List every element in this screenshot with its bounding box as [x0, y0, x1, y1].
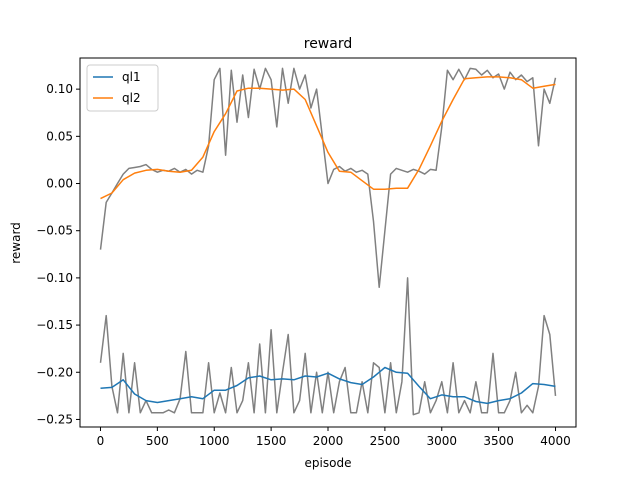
series-line-ql2 [100, 76, 556, 200]
x-axis-ticks: 0 500 1000 1500 2000 2500 3000 3500 4000 [97, 427, 571, 448]
y-tick-label: −0.25 [36, 412, 73, 426]
series-layer [99, 67, 557, 416]
legend-label-ql2: ql2 [122, 91, 141, 105]
x-tick-label: 3000 [426, 434, 457, 448]
chart-title: reward [304, 36, 353, 52]
legend: ql1 ql2 [86, 64, 159, 112]
x-tick-label: 1000 [199, 434, 230, 448]
x-tick-label: 500 [146, 434, 169, 448]
plot-area [79, 57, 577, 428]
x-tick-label: 3500 [483, 434, 514, 448]
y-axis-label: reward [9, 222, 23, 264]
y-tick-label: 0.00 [46, 177, 73, 191]
x-tick-label: 0 [97, 434, 105, 448]
x-axis-label: episode [305, 456, 352, 470]
y-tick-label: −0.10 [36, 271, 73, 285]
y-tick-label: −0.20 [36, 365, 73, 379]
x-tick-label: 1500 [256, 434, 287, 448]
y-axis-ticks: −0.25 −0.20 −0.15 −0.10 −0.05 0.00 0.05 0.10 [36, 82, 80, 426]
y-tick-label: −0.15 [36, 318, 73, 332]
series-line-raw-2 [99, 67, 557, 289]
legend-label-ql1: ql1 [122, 70, 141, 84]
x-tick-label: 2500 [370, 434, 401, 448]
x-tick-label: 4000 [540, 434, 571, 448]
y-tick-label: 0.05 [46, 129, 73, 143]
series-line-ql1 [100, 366, 556, 405]
y-tick-label: 0.10 [46, 82, 73, 96]
x-tick-label: 2000 [313, 434, 344, 448]
y-tick-label: −0.05 [36, 224, 73, 238]
